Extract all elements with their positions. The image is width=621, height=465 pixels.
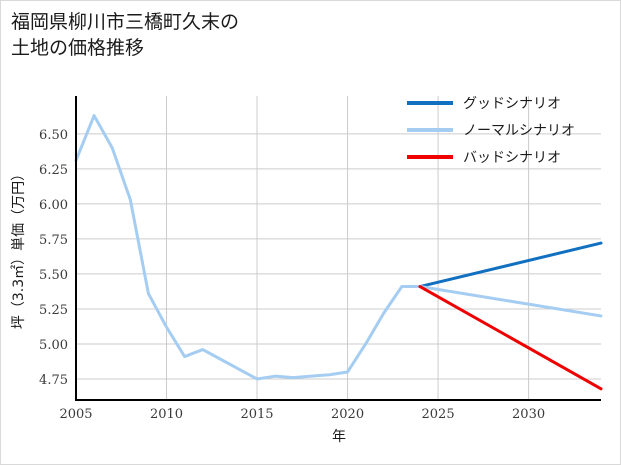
y-tick-label: 6.50 [39,128,68,143]
axis-spines [75,96,601,401]
chart-title: 福岡県柳川市三橋町久末の 土地の価格推移 [11,11,240,59]
legend-label: グッドシナリオ [463,96,561,112]
y-gridlines [76,133,601,380]
x-tick-label: 2010 [150,407,183,422]
legend-label: ノーマルシナリオ [463,123,575,139]
y-tick-label: 4.75 [39,373,68,388]
y-tick-label: 6.25 [39,163,68,178]
y-tick-labels: 4.75 5.00 5.25 5.50 5.75 6.00 6.25 6.50 [39,128,68,388]
series-line [418,241,603,289]
y-tick-label: 5.75 [39,233,68,248]
x-tick-label: 2015 [240,407,273,422]
y-tick-label: 5.50 [39,268,68,283]
x-tick-label: 2020 [331,407,364,422]
x-tick-labels: 2005 2010 2015 2020 2025 2030 [59,407,545,422]
x-axis-title: 年 [332,429,346,445]
data-series-group [74,114,603,391]
y-tick-label: 6.00 [39,198,68,213]
series-line [418,285,603,391]
x-gridlines [75,96,530,400]
series-line [74,114,603,381]
legend-label: バッドシナリオ [463,150,561,166]
y-tick-label: 5.00 [39,338,68,353]
x-tick-label: 2005 [59,407,92,422]
y-tick-label: 5.25 [39,303,68,318]
x-tick-label: 2025 [422,407,455,422]
x-tick-label: 2030 [512,407,545,422]
y-axis-title: 坪（3.3㎡）単価（万円） [11,167,27,329]
